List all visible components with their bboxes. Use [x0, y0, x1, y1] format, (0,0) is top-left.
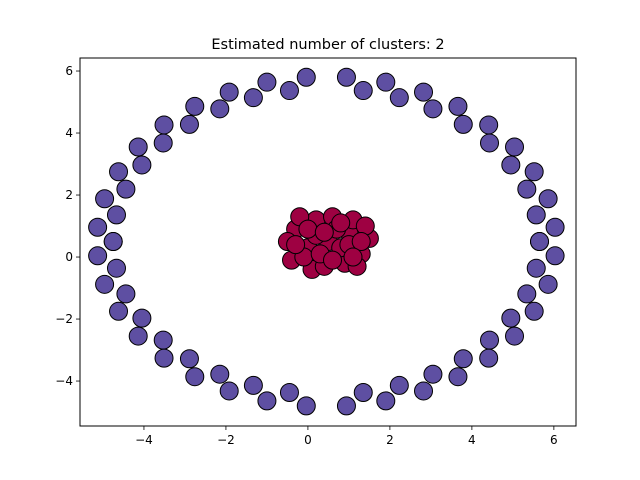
cluster-1-point [279, 383, 299, 403]
cluster-2-point [286, 235, 306, 255]
cluster-1-point [389, 88, 409, 108]
cluster-1-point [179, 114, 199, 134]
cluster-1-point [153, 133, 173, 153]
cluster-2-point [323, 250, 343, 270]
cluster-1-point [210, 99, 230, 119]
cluster-1-point [505, 137, 525, 157]
cluster-1-point [88, 217, 108, 237]
cluster-1-point [185, 96, 205, 116]
cluster-1-point [154, 348, 174, 368]
cluster-1-point [116, 284, 136, 304]
cluster-1-point [257, 72, 277, 92]
cluster-1-point [132, 155, 152, 175]
cluster-1-point [453, 114, 473, 134]
y-tick-label: −4 [55, 374, 73, 388]
cluster-1-point [95, 274, 115, 294]
plot-frame [79, 57, 577, 427]
cluster-1-point [185, 367, 205, 387]
cluster-1-point [132, 308, 152, 328]
cluster-1-point [530, 232, 550, 252]
cluster-1-point [128, 326, 148, 346]
cluster-1-point [153, 330, 173, 350]
cluster-1-point [219, 381, 239, 401]
cluster-1-point [336, 67, 356, 87]
cluster-1-point [524, 301, 544, 321]
cluster-1-point [279, 81, 299, 101]
cluster-2-point [343, 247, 363, 267]
cluster-1-point [376, 72, 396, 92]
cluster-1-point [243, 88, 263, 108]
cluster-1-point [95, 189, 115, 209]
cluster-1-point [376, 391, 396, 411]
cluster-2-point [314, 222, 334, 242]
cluster-1-point [154, 115, 174, 135]
cluster-1-point [257, 391, 277, 411]
x-tick-label: −2 [217, 433, 235, 447]
cluster-1-point [179, 349, 199, 369]
cluster-1-point [453, 349, 473, 369]
cluster-1-point [526, 258, 546, 278]
x-tick-label: 6 [550, 433, 558, 447]
cluster-1-point [116, 179, 136, 199]
cluster-1-point [538, 189, 558, 209]
y-tick-label: 6 [65, 64, 73, 78]
cluster-1-point [545, 246, 565, 266]
cluster-1-point [336, 396, 356, 416]
cluster-1-point [88, 246, 108, 266]
cluster-1-point [479, 348, 499, 368]
cluster-2-point [351, 232, 371, 252]
cluster-1-point [109, 162, 129, 182]
cluster-2-point [331, 213, 351, 233]
x-tick-label: 2 [386, 433, 394, 447]
y-axis: −4 −2 0 2 4 6 [55, 64, 80, 388]
cluster-1-point [103, 232, 123, 252]
y-tick-label: 2 [65, 188, 73, 202]
cluster-2-point [298, 219, 318, 239]
cluster-1-point [296, 396, 316, 416]
x-tick-label: 0 [304, 433, 312, 447]
cluster-1-point [538, 274, 558, 294]
cluster-1-point [448, 367, 468, 387]
cluster-1-point [109, 301, 129, 321]
points-layer [88, 67, 565, 416]
cluster-1-point [106, 258, 126, 278]
y-tick-label: 4 [65, 126, 73, 140]
cluster-1-point [480, 330, 500, 350]
cluster-1-point [219, 82, 239, 102]
cluster-1-point [517, 179, 537, 199]
cluster-1-point [545, 217, 565, 237]
cluster-1-point [448, 96, 468, 116]
cluster-1-point [479, 115, 499, 135]
cluster-1-point [505, 326, 525, 346]
cluster-1-point [243, 375, 263, 395]
cluster-1-point [353, 383, 373, 403]
cluster-1-point [501, 308, 521, 328]
cluster-1-point [480, 133, 500, 153]
cluster-1-point [128, 137, 148, 157]
cluster-1-point [524, 162, 544, 182]
cluster-1-point [414, 82, 434, 102]
cluster-1-point [501, 155, 521, 175]
cluster-1-point [210, 364, 230, 384]
cluster-1-point [389, 375, 409, 395]
x-tick-label: −4 [135, 433, 153, 447]
cluster-1-point [414, 381, 434, 401]
y-tick-label: −2 [55, 312, 73, 326]
cluster-1-point [296, 67, 316, 87]
cluster-1-point [106, 205, 126, 225]
cluster-1-point [517, 284, 537, 304]
cluster-1-point [423, 99, 443, 119]
cluster-1-point [353, 81, 373, 101]
x-tick-label: 4 [468, 433, 476, 447]
y-tick-label: 0 [65, 250, 73, 264]
chart-title: Estimated number of clusters: 2 [211, 37, 444, 53]
x-axis: −4 −2 0 2 4 6 [135, 426, 558, 447]
cluster-1-point [423, 364, 443, 384]
cluster-1-point [526, 205, 546, 225]
